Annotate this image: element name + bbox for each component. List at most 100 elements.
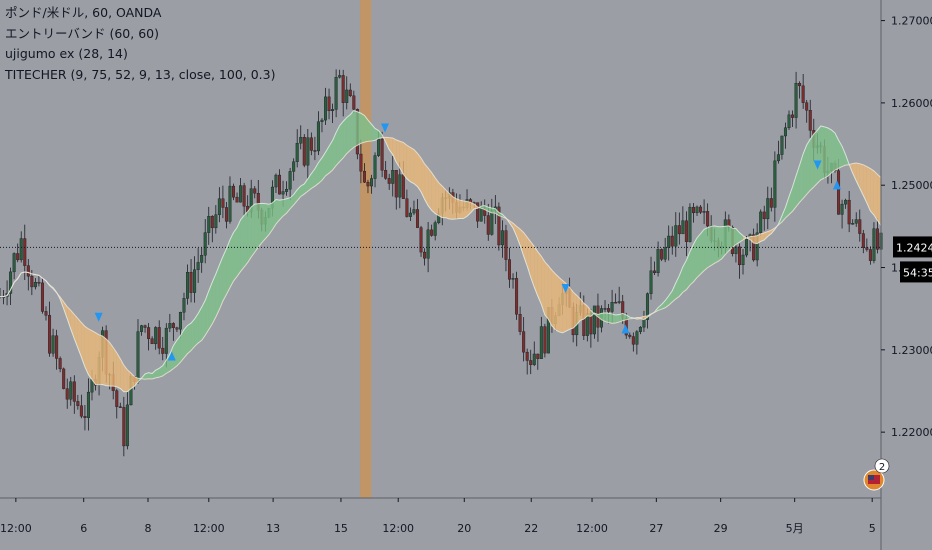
candle [745, 235, 749, 258]
candle-body [840, 203, 844, 215]
candle [780, 135, 784, 160]
cloud-segment [364, 115, 368, 143]
cloud-segment [191, 318, 195, 351]
cloud-segment [580, 298, 584, 321]
cloud-segment [721, 226, 726, 259]
candle-body [847, 199, 851, 225]
candle-body [359, 153, 363, 172]
candle-body [334, 76, 338, 110]
candle [865, 238, 869, 252]
candle-body [536, 353, 540, 359]
candle-body [476, 202, 480, 222]
cloud-segment [215, 265, 220, 317]
candle-body [525, 351, 529, 361]
candle-body [518, 313, 522, 332]
candle-body [416, 209, 420, 228]
countdown-badge [900, 261, 932, 283]
candle-body [670, 235, 674, 247]
candle-body [186, 272, 190, 299]
legend: ポンド/米ドル, 60, OANDA エントリーバンド (60, 60) uji… [5, 3, 275, 85]
candle [309, 132, 313, 156]
current-price-badge [893, 236, 932, 258]
candle-body [331, 109, 335, 112]
candle-body [203, 232, 207, 256]
candle-body [12, 253, 16, 273]
candle [504, 224, 508, 272]
candle [737, 243, 741, 279]
candle-body [699, 206, 703, 213]
candle-body [423, 251, 427, 259]
cloud-segment [551, 270, 556, 331]
candle-body [44, 311, 48, 316]
cloud-segment [212, 273, 216, 324]
cloud-segment [201, 300, 206, 341]
legend-ujigumo[interactable]: ujigumo ex (28, 14) [5, 46, 128, 61]
candle-body [734, 246, 738, 254]
candle-body [196, 262, 200, 270]
cloud-segment [258, 203, 262, 248]
candle [373, 152, 377, 188]
candle-body [430, 229, 434, 236]
cloud-segment [272, 199, 276, 230]
candle [306, 128, 310, 180]
candle-body [178, 312, 182, 330]
cloud-segment [67, 306, 71, 330]
candle-body [164, 327, 168, 354]
candle-body [783, 127, 787, 137]
cloud-segment [661, 300, 666, 310]
candle [628, 332, 632, 339]
cloud-segment [838, 140, 843, 169]
cloud-segment [842, 146, 846, 167]
candle-body [232, 185, 236, 198]
candle-body [635, 331, 639, 345]
candle-body [808, 110, 812, 131]
candle [86, 378, 90, 431]
candle [515, 271, 519, 320]
candle-body [302, 136, 306, 166]
candle-body [490, 210, 494, 235]
candle [175, 326, 179, 332]
cloud-segment [597, 313, 602, 320]
cloud-segment [785, 196, 790, 218]
candle-body [324, 96, 328, 121]
countdown-label: 54:35 [903, 266, 932, 279]
candle [507, 247, 511, 288]
cloud-segment [396, 139, 400, 168]
candle [670, 226, 674, 255]
candle [433, 220, 437, 241]
candle-body [515, 278, 519, 315]
time-tick-label: 5 [869, 522, 876, 535]
candle-body [500, 230, 504, 246]
legend-titecher[interactable]: TITECHER (9, 75, 52, 9, 13, close, 100, … [5, 66, 276, 82]
candle [681, 206, 685, 235]
candle-body [868, 249, 872, 261]
candle-body [872, 228, 876, 261]
candle [171, 322, 175, 341]
cloud-segment [459, 200, 464, 219]
candle [23, 224, 27, 280]
candle [741, 249, 745, 275]
legend-entry-band[interactable]: エントリーバンド (60, 60) [5, 25, 159, 41]
candle-body [628, 334, 632, 337]
candle-body [62, 368, 66, 389]
price-tick-label: 1.27000 [891, 15, 932, 28]
candle-body [23, 238, 27, 266]
candle-body [642, 319, 646, 328]
cloud-segment [658, 304, 662, 311]
candle-body [352, 95, 356, 110]
candle-body [522, 331, 526, 353]
candle-body [741, 254, 745, 266]
candle [801, 74, 805, 109]
candle [331, 103, 335, 124]
cloud-segment [700, 229, 705, 275]
cloud-segment [399, 141, 404, 175]
legend-symbol[interactable]: ポンド/米ドル, 60, OANDA [5, 5, 162, 20]
candle [16, 243, 20, 263]
candle-body [645, 293, 649, 320]
cloud-segment [261, 203, 266, 243]
cloud-segment [852, 162, 857, 181]
candle [370, 174, 374, 194]
candle-body [274, 174, 278, 188]
